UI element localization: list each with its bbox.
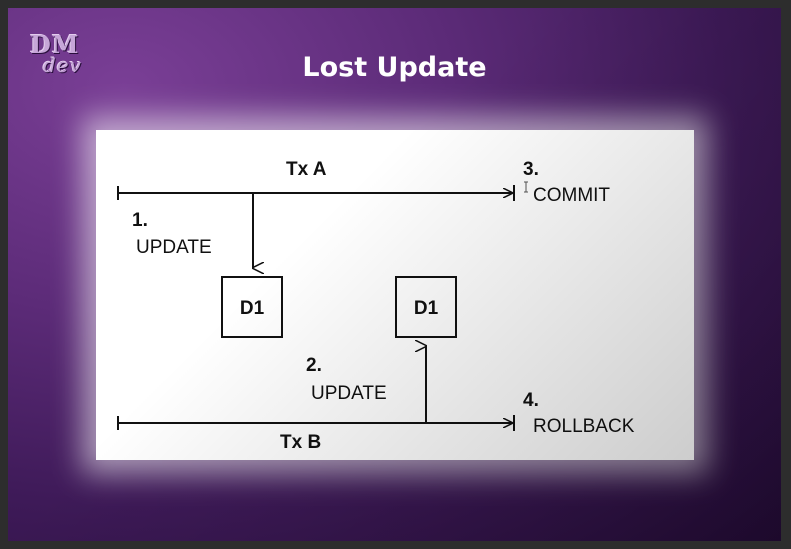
tx-b-label: Tx B bbox=[280, 432, 321, 453]
step-2-number: 2. bbox=[306, 355, 322, 376]
logo-text-bottom: dev bbox=[43, 53, 82, 77]
data-box-d1-left bbox=[221, 276, 283, 338]
lost-update-diagram: Tx A 1. UPDATE D1 D1 2. UPDATE bbox=[96, 130, 694, 460]
step-1-number: 1. bbox=[132, 210, 148, 231]
slide-title: Lost Update bbox=[302, 52, 487, 83]
tx-a-label: Tx A bbox=[286, 159, 327, 180]
presentation-slide: DM dev Lost Update Tx A bbox=[8, 8, 781, 541]
data-box-d1-left-label: D1 bbox=[240, 298, 265, 319]
step-2-label: UPDATE bbox=[311, 383, 387, 404]
logo-text-top: DM bbox=[30, 30, 80, 59]
data-box-d1-right bbox=[395, 276, 457, 338]
diagram-svg: Tx A 1. UPDATE D1 D1 2. UPDATE bbox=[117, 159, 635, 453]
step-4-label: ROLLBACK bbox=[533, 416, 635, 437]
step-4-number: 4. bbox=[523, 390, 539, 411]
step-3-label: COMMIT bbox=[533, 185, 610, 206]
data-box-d1-right-label: D1 bbox=[414, 298, 439, 319]
step-3-number: 3. bbox=[523, 159, 539, 180]
text-cursor-icon bbox=[524, 181, 528, 193]
step-1-label: UPDATE bbox=[136, 237, 212, 258]
dm-dev-logo: DM dev bbox=[30, 30, 102, 80]
